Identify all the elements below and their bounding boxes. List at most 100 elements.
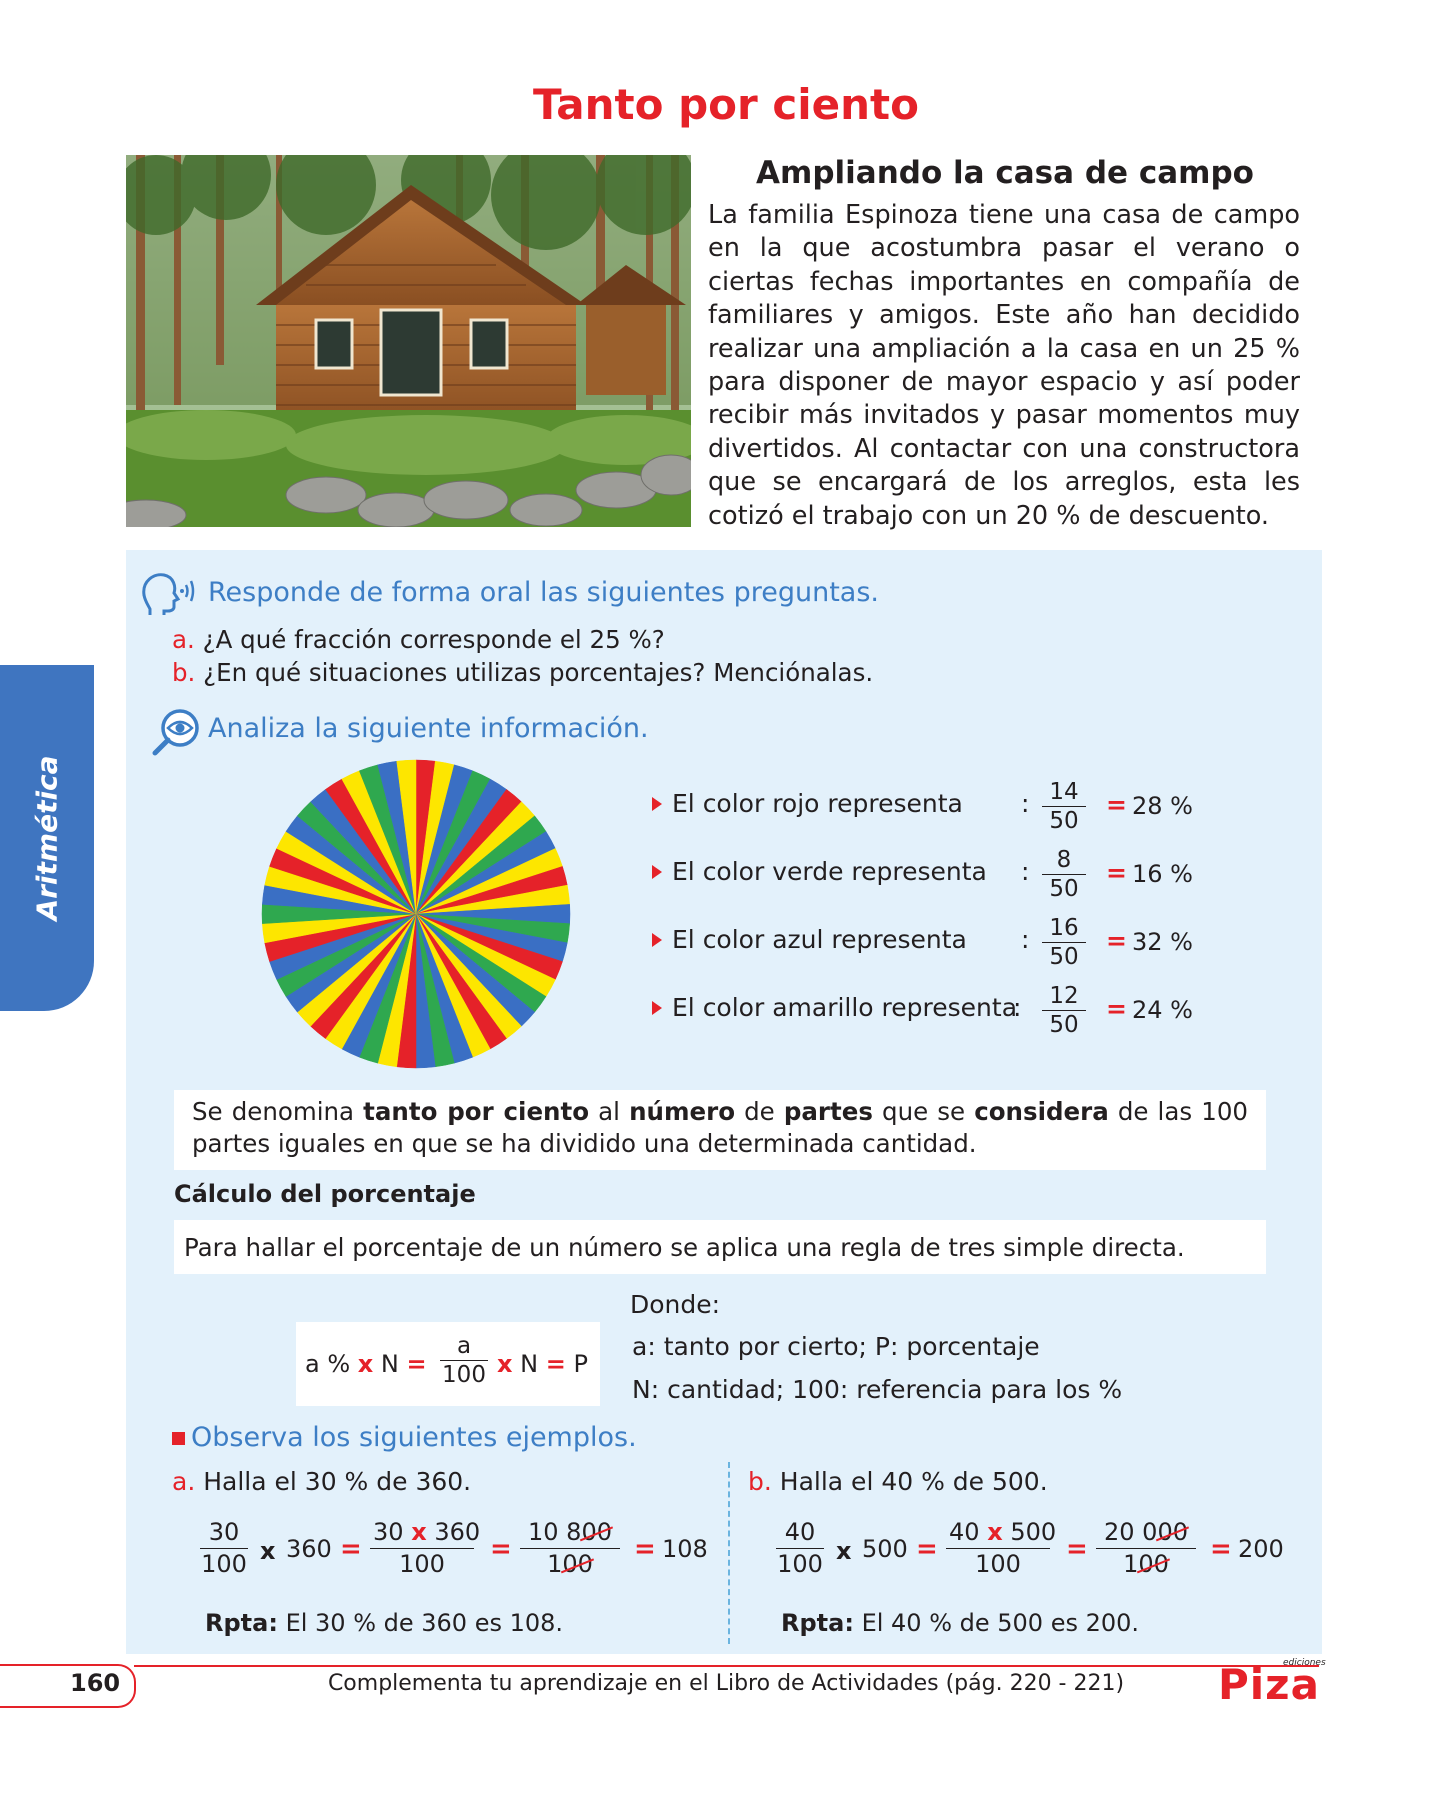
row-label: El color rojo representa [672, 789, 963, 818]
example-a-text: Halla el 30 % de 360. [203, 1467, 472, 1496]
formula-box [296, 1322, 600, 1406]
row-colon: : [1013, 993, 1022, 1022]
denominator: 100 [777, 1550, 823, 1578]
formula-right: x N = P [497, 1350, 588, 1378]
times-sign: x [987, 1518, 1003, 1546]
example-b-fraction-1: 40 100 [776, 1517, 824, 1580]
wheel-sector-yellow [396, 759, 417, 915]
publisher-logo: Piza [1218, 1660, 1320, 1709]
answer-label: Rpta: [205, 1609, 278, 1637]
cancelled-zeros: 00 [1138, 1550, 1169, 1578]
rule-text: Para hallar el porcentaje de un número s… [184, 1233, 1185, 1262]
row-equals: = [1106, 994, 1127, 1023]
definition-box [174, 1090, 1266, 1170]
row-equals: = [1106, 926, 1127, 955]
times-sign: x [836, 1537, 852, 1565]
def-part-bold: tanto por ciento [363, 1097, 590, 1126]
examples-divider [728, 1462, 730, 1644]
example-b-fraction-2: 40 x 500 100 [946, 1517, 1056, 1580]
color-row-blue: El color azul representa : 16 50 = 32 % [652, 914, 1212, 974]
row-fraction: 14 50 [1042, 778, 1086, 835]
denominator: 100 [399, 1550, 445, 1578]
analyze-heading: Analiza la siguiente información. [208, 713, 649, 744]
example-a-calc: 30 100 x 360 = 30 x 360 100 = 10 800 100 = … [200, 1517, 720, 1587]
def-part: Se denomina [192, 1097, 364, 1126]
row-equals: = [1106, 858, 1127, 887]
numerator: 10 800 [520, 1517, 620, 1549]
where-title: Donde: [630, 1290, 721, 1319]
numerator: 20 000 [1096, 1517, 1196, 1549]
color-wheel [260, 758, 572, 1070]
numerator: 30 [200, 1517, 248, 1549]
equals-sign: = [1066, 1534, 1088, 1564]
row-fraction: 12 50 [1042, 982, 1086, 1039]
equals-sign: = [1210, 1534, 1232, 1564]
fraction-numerator: 16 [1042, 914, 1086, 943]
example-b-calc: 40 100 x 500 = 40 x 500 100 = 20 000 100 = … [776, 1517, 1296, 1587]
fraction-denominator: 50 [1049, 944, 1079, 970]
row-fraction: 16 50 [1042, 914, 1086, 971]
row-percent: 16 % [1132, 860, 1193, 888]
times-sign: x [260, 1537, 276, 1565]
color-row-yellow: El color amarillo representa : 12 50 = 24… [652, 982, 1212, 1042]
denominator: 100 [975, 1550, 1021, 1578]
story-text: La familia Espinoza tiene una casa de ca… [708, 200, 1300, 531]
formula-times: x [497, 1350, 513, 1378]
question-a-text: ¿A qué fracción corresponde el 25 %? [202, 625, 665, 654]
example-b-text: Halla el 40 % de 500. [779, 1467, 1048, 1496]
num-part: 30 [373, 1518, 404, 1546]
answer-text: El 40 % de 500 es 200. [861, 1609, 1140, 1637]
row-label: El color amarillo representa [672, 993, 1018, 1022]
row-percent: 32 % [1132, 928, 1193, 956]
page-number: 160 [70, 1669, 121, 1697]
equals-sign: = [340, 1534, 362, 1564]
formula-a-percent: a % [305, 1350, 351, 1378]
question-b-letter: b. [172, 658, 196, 687]
bullet-triangle-icon [652, 865, 662, 879]
numerator: 30 x 360 [370, 1517, 480, 1549]
bullet-triangle-icon [652, 933, 662, 947]
row-colon: : [1021, 789, 1030, 818]
example-b-letter: b. [748, 1467, 772, 1496]
formula-denominator: 100 [442, 1362, 486, 1388]
example-a-fraction-3: 10 800 100 [520, 1517, 620, 1580]
equals-sign: = [490, 1534, 512, 1564]
formula-times: x [357, 1350, 374, 1378]
den-keep: 1 [1123, 1550, 1139, 1578]
where-line-1: a: tanto por cierto; P: porcentaje [632, 1332, 1040, 1361]
example-a-result: 108 [662, 1535, 708, 1563]
example-a-n: 360 [286, 1535, 332, 1563]
def-part-bold: considera [974, 1097, 1109, 1126]
oral-heading: Responde de forma oral las siguientes pr… [208, 577, 879, 608]
story-heading: Ampliando la casa de campo [756, 155, 1254, 191]
row-label: El color azul representa [672, 925, 967, 954]
formula-n: N [380, 1350, 399, 1378]
side-tab-text: Aritmética [30, 755, 64, 921]
cancelled-zeros: 00 [562, 1550, 593, 1578]
cabin-photo [126, 155, 691, 527]
bullet-triangle-icon [652, 797, 662, 811]
fraction-denominator: 50 [1049, 808, 1079, 834]
example-a-answer: Rpta: El 30 % de 360 es 108. [205, 1609, 563, 1637]
footer-rule [134, 1665, 1319, 1667]
side-tab-label: Aritmética [0, 665, 94, 1011]
magnifier-eye-icon [150, 708, 202, 756]
fraction-denominator: 50 [1049, 876, 1079, 902]
numerator: 40 [776, 1517, 824, 1549]
example-b-n: 500 [862, 1535, 908, 1563]
side-tab [0, 665, 94, 1011]
formula-n: N [520, 1350, 539, 1378]
question-b-text: ¿En qué situaciones utilizas porcentajes… [203, 658, 874, 687]
row-label: El color verde representa [672, 857, 987, 886]
formula-numerator: a [440, 1332, 488, 1361]
fraction-numerator: 12 [1042, 982, 1086, 1011]
answer-label: Rpta: [781, 1609, 854, 1637]
footer-text: Complementa tu aprendizaje en el Libro d… [327, 1671, 1125, 1696]
def-part-bold: partes [783, 1097, 873, 1126]
row-colon: : [1021, 857, 1030, 886]
row-colon: : [1021, 925, 1030, 954]
equals-sign: = [916, 1534, 938, 1564]
square-bullet-icon [172, 1432, 185, 1445]
where-line-2: N: cantidad; 100: referencia para los % [632, 1375, 1123, 1404]
example-a-letter: a. [172, 1467, 196, 1496]
